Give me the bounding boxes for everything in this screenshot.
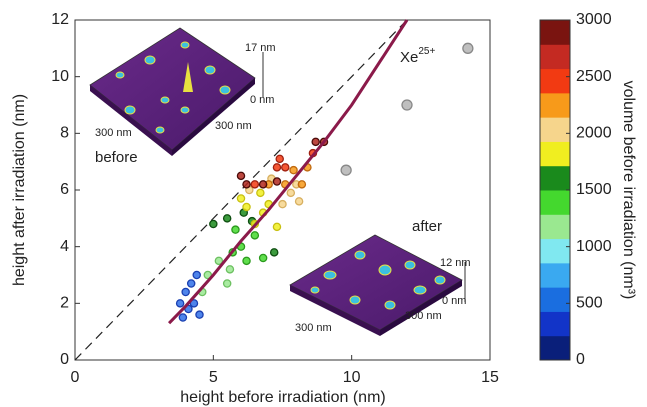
point (272, 222, 282, 232)
y-tick-label: 0 (60, 351, 69, 368)
point (275, 154, 284, 164)
point (175, 299, 185, 308)
colorbar-tick-label: 0 (576, 351, 585, 368)
point (258, 180, 268, 189)
colorbar-tick-label: 1500 (576, 181, 612, 198)
point (297, 180, 307, 189)
point (186, 279, 196, 288)
point (294, 197, 304, 206)
y-tick-label: 10 (51, 68, 69, 85)
x-tick-label: 5 (209, 369, 218, 386)
plot-area: 0 5 10 15 0 2 4 6 8 10 12 0 500 1000 1500 2000 2500 3000 (51, 11, 611, 386)
annotation-sup: 25+ (418, 46, 435, 57)
point (189, 299, 199, 308)
point (225, 265, 235, 274)
colorbar-band (540, 335, 570, 361)
colorbar-band (540, 141, 570, 167)
point (222, 279, 232, 288)
colorbar-band (540, 262, 570, 288)
y-tick-label: 2 (60, 295, 69, 312)
point (269, 248, 279, 257)
point (340, 164, 352, 176)
point (272, 177, 282, 186)
point (281, 163, 290, 172)
inset-width: 300 nm (405, 310, 442, 322)
colorbar-label: volume before irradiation (nm³) (620, 81, 637, 300)
x-tick-label: 10 (343, 369, 361, 386)
inset-width: 300 nm (295, 322, 332, 334)
colorbar-tick-label: 2500 (576, 68, 612, 85)
point (242, 202, 251, 212)
point (222, 214, 232, 223)
inset-zero: 0 nm (250, 94, 274, 106)
y-tick-label: 6 (60, 181, 69, 198)
colorbar-tick-label: 1000 (576, 238, 612, 255)
point (256, 188, 265, 198)
point (250, 180, 260, 189)
colorbar-band (540, 165, 570, 191)
point (242, 180, 251, 189)
point (462, 42, 474, 54)
point (181, 287, 190, 297)
y-tick-label: 12 (51, 11, 69, 28)
colorbar-band (540, 214, 570, 240)
colorbar-band (540, 20, 570, 45)
point (311, 137, 320, 147)
annotation: Xe25+ (400, 46, 435, 66)
inset-height: 12 nm (440, 257, 471, 269)
x-tick-label: 15 (481, 369, 499, 386)
point (401, 99, 413, 111)
colorbar-band (540, 311, 570, 337)
colorbar-band (540, 92, 570, 118)
y-tick-label: 4 (60, 238, 69, 255)
colorbar-band (540, 238, 570, 264)
x-tick-label: 0 (71, 369, 80, 386)
inset-label: before (95, 149, 138, 166)
point (236, 194, 246, 203)
inset-width: 300 nm (95, 127, 132, 139)
point (209, 219, 218, 229)
inset-before (89, 27, 264, 156)
colorbar-tick-label: 3000 (576, 11, 612, 28)
colorbar-band (540, 44, 570, 70)
inset-zero: 0 nm (442, 295, 466, 307)
reference-line (74, 19, 408, 361)
point (289, 165, 298, 175)
colorbar-band (540, 68, 570, 94)
colorbar-tick-label: 2000 (576, 125, 612, 142)
point (242, 256, 251, 266)
colorbar-band (540, 190, 570, 215)
point (250, 231, 260, 240)
colorbar-band (540, 117, 570, 142)
x-axis-label: height before irradiation (nm) (180, 389, 385, 406)
colorbar-tick-label: 500 (576, 295, 603, 312)
point (231, 225, 240, 234)
inset-after (289, 234, 466, 336)
inset-label: after (412, 218, 442, 235)
point (192, 270, 201, 280)
inset-height: 17 nm (245, 42, 276, 54)
point (178, 313, 188, 322)
point (195, 310, 204, 319)
point (258, 253, 268, 263)
fit-line (167, 19, 409, 325)
point (236, 171, 246, 181)
point (272, 163, 282, 172)
point (214, 256, 224, 266)
y-tick-label: 8 (60, 125, 69, 142)
annotation-text: Xe (400, 49, 418, 66)
point (278, 199, 287, 209)
colorbar-band (540, 287, 570, 312)
inset-width: 300 nm (215, 120, 252, 132)
point (286, 188, 296, 198)
y-axis-label: height after irradiation (nm) (11, 94, 28, 286)
